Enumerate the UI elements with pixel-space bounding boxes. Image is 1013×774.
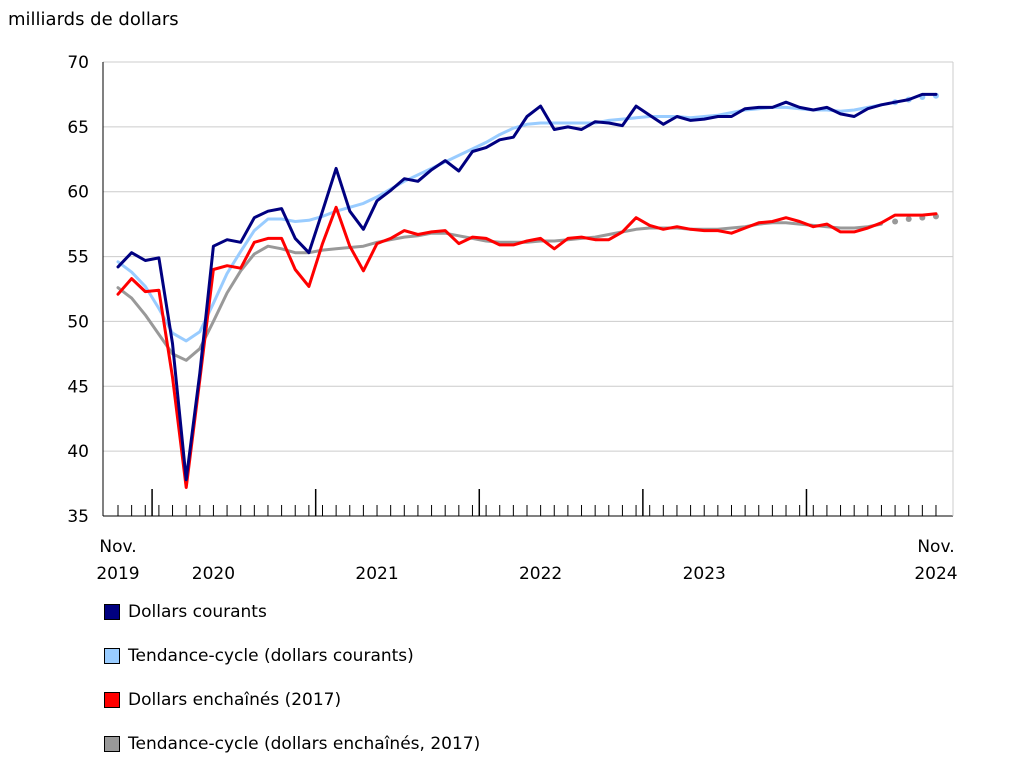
legend-label: Tendance-cycle (dollars enchaînés, 2017) bbox=[128, 734, 481, 754]
y-tick-label: 55 bbox=[67, 248, 89, 268]
legend-item-tendance-courants: Tendance-cycle (dollars courants) bbox=[104, 642, 480, 686]
x-tick-label: Nov. bbox=[917, 537, 954, 557]
legend-item-dollars-courants: Dollars courants bbox=[104, 598, 480, 642]
x-tick-year-label: 2024 bbox=[914, 564, 957, 584]
series-dollars-encha-n-s-2017-line bbox=[116, 205, 938, 489]
x-axis: Nov. 2019 2020 2021 2022 2023 Nov. 2024 bbox=[96, 489, 958, 584]
legend-swatch-lightblue bbox=[104, 648, 120, 664]
legend-label: Dollars enchaînés (2017) bbox=[128, 690, 342, 710]
legend-swatch-red bbox=[104, 692, 120, 708]
y-axis-title: milliards de dollars bbox=[8, 9, 179, 30]
x-tick-year-label: 2021 bbox=[355, 564, 398, 584]
x-tick-year-label: 2023 bbox=[683, 564, 726, 584]
y-tick-label: 65 bbox=[67, 118, 89, 138]
series-dollars-courants-line bbox=[116, 92, 938, 482]
y-tick-label: 40 bbox=[67, 442, 89, 462]
y-tick-label: 60 bbox=[67, 183, 89, 203]
legend-label: Dollars courants bbox=[128, 602, 267, 622]
y-tick-label: 50 bbox=[67, 312, 89, 332]
series-tendance-cycle-dollars-encha-n-s-2017-point bbox=[905, 215, 912, 222]
x-tick-year-label: 2019 bbox=[96, 564, 139, 584]
y-axis: 35 40 45 50 55 60 65 70 bbox=[67, 53, 89, 527]
legend-label: Tendance-cycle (dollars courants) bbox=[128, 646, 414, 666]
x-tick-year-label: 2020 bbox=[192, 564, 235, 584]
axes bbox=[102, 62, 954, 517]
series-group bbox=[116, 92, 939, 489]
y-tick-label: 70 bbox=[67, 53, 89, 73]
legend-item-tendance-enchaines: Tendance-cycle (dollars enchaînés, 2017) bbox=[104, 730, 480, 774]
y-tick-label: 45 bbox=[67, 377, 89, 397]
legend-item-dollars-enchaines: Dollars enchaînés (2017) bbox=[104, 686, 480, 730]
x-tick-label: Nov. bbox=[99, 537, 136, 557]
gridlines bbox=[103, 61, 953, 452]
legend-swatch-grey bbox=[104, 736, 120, 752]
series-tendance-cycle-dollars-encha-n-s-2017-point bbox=[892, 218, 899, 225]
y-tick-label: 35 bbox=[67, 507, 89, 527]
legend-swatch-navy bbox=[104, 604, 120, 620]
x-tick-year-label: 2022 bbox=[519, 564, 562, 584]
legend: Dollars courants Tendance-cycle (dollars… bbox=[104, 598, 480, 774]
